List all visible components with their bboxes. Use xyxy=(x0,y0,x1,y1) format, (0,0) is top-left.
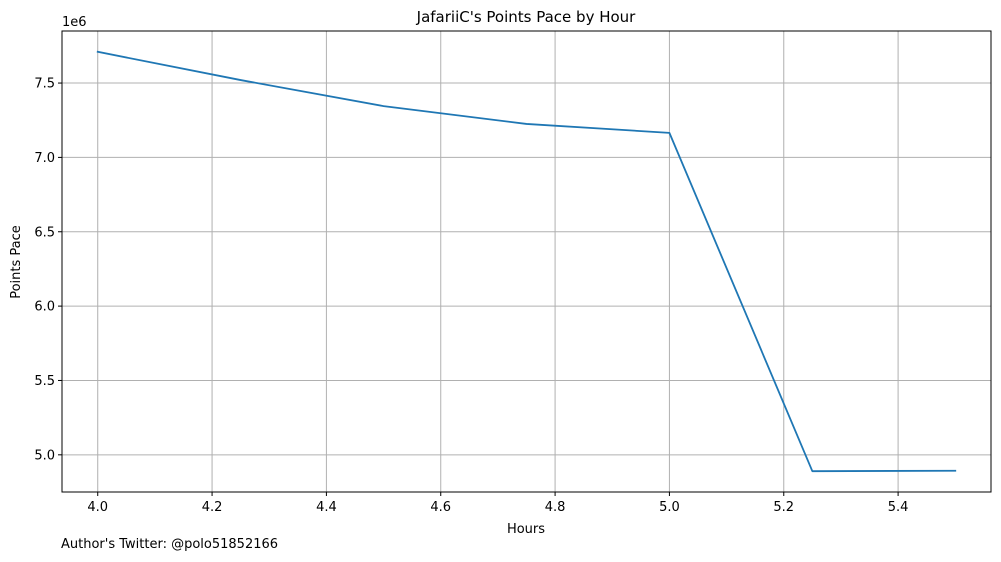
series-layer xyxy=(96,50,957,473)
x-tick-label: 5.4 xyxy=(888,500,909,515)
y-tick-label: 7.5 xyxy=(34,77,55,92)
x-tick-label: 4.6 xyxy=(430,500,451,515)
tick-marks: 4.0 4.2 4.4 4.6 4.8 5.0 5.2 5.4 5.0 5.5 6.0 6.5 7.0 7… xyxy=(34,77,908,515)
x-tick-label: 4.8 xyxy=(545,500,566,515)
author-twitter-note: Author's Twitter: @polo51852166 xyxy=(61,537,279,552)
y-offset-label: 1e6 xyxy=(62,15,87,30)
chart-title: JafariiC's Points Pace by Hour xyxy=(416,8,637,26)
plot-frame xyxy=(61,30,992,493)
x-tick-label: 4.0 xyxy=(87,500,108,515)
grid-lines xyxy=(62,31,991,492)
x-tick-label: 5.0 xyxy=(659,500,680,515)
y-axis-label: Points Pace xyxy=(9,225,24,299)
axes-frame xyxy=(61,30,992,493)
x-axis-label: Hours xyxy=(507,522,545,537)
x-tick-label: 4.2 xyxy=(202,500,223,515)
y-tick-label: 6.0 xyxy=(34,300,55,315)
y-tick-label: 7.0 xyxy=(34,151,55,166)
y-tick-label: 5.5 xyxy=(34,374,55,389)
series-line xyxy=(96,50,957,473)
y-tick-label: 5.0 xyxy=(34,448,55,463)
x-tick-label: 4.4 xyxy=(316,500,337,515)
y-tick-label: 6.5 xyxy=(34,225,55,240)
x-tick-label: 5.2 xyxy=(773,500,794,515)
